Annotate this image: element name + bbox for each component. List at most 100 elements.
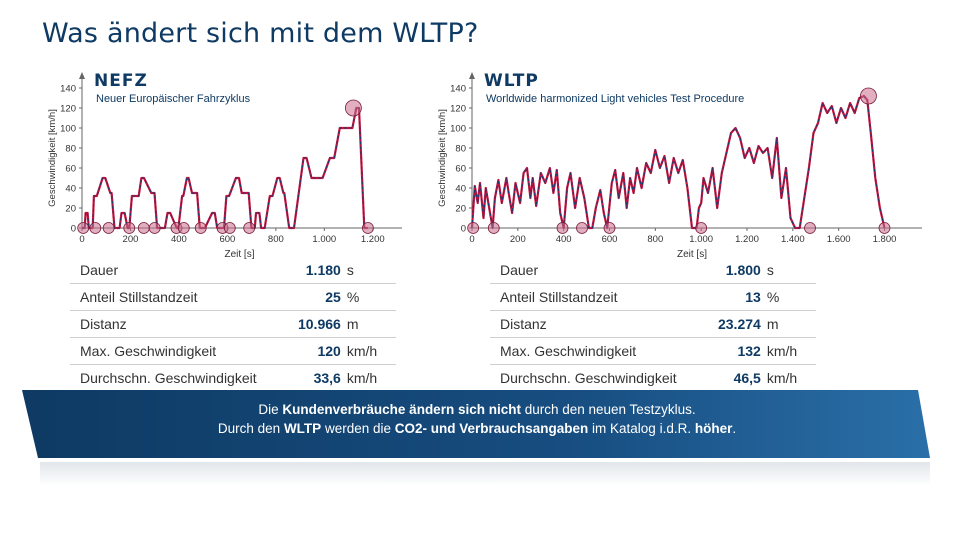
stat-value: 23.274 xyxy=(686,310,767,338)
stat-unit: m xyxy=(346,310,396,338)
x-tick-label: 1.800 xyxy=(873,234,897,245)
y-tick-label: 80 xyxy=(65,144,76,155)
x-tick-label: 0 xyxy=(79,234,84,245)
stat-unit: s xyxy=(766,257,816,284)
stop-marker xyxy=(804,222,816,234)
stop-marker xyxy=(695,222,708,234)
stat-label: Max. Geschwindigkeit xyxy=(70,337,267,365)
stat-label: Durchschn. Geschwindigkeit xyxy=(80,370,257,386)
stat-label: Dauer xyxy=(490,257,687,284)
stats-row: Durchschn. Geschwindigkeit 33,6 km/h xyxy=(70,365,396,392)
stat-value: 10.966 xyxy=(266,310,347,338)
max-speed-marker xyxy=(344,99,362,117)
stop-marker xyxy=(77,222,90,234)
y-tick-label: 120 xyxy=(450,104,466,115)
y-axis-arrow xyxy=(79,72,85,79)
stat-value: 25 xyxy=(266,283,347,311)
stat-unit: km/h xyxy=(346,337,396,365)
y-tick-label: 100 xyxy=(60,124,76,135)
stat-unit: % xyxy=(766,283,816,311)
y-axis-label: Geschwindigkeit [km/h] xyxy=(437,109,448,207)
y-tick-label: 80 xyxy=(455,144,466,155)
stop-marker xyxy=(148,222,161,234)
stat-unit: % xyxy=(346,283,396,311)
chart-title: NEFZ xyxy=(94,71,148,91)
stop-marker xyxy=(123,222,136,234)
stats-row: Max. Geschwindigkeit 132 km/h xyxy=(490,337,816,365)
stop-marker xyxy=(362,222,374,234)
x-tick-label: 0 xyxy=(469,234,474,245)
x-tick-label: 400 xyxy=(556,234,572,245)
stats-row: Distanz 23.274 m xyxy=(490,310,816,338)
stop-marker xyxy=(878,222,891,234)
stat-value: 46,5 xyxy=(733,370,761,386)
banner-line-1: Die Kundenverbräuche ändern sich nicht d… xyxy=(22,400,932,419)
x-tick-label: 1.600 xyxy=(827,234,851,245)
stat-unit: s xyxy=(346,257,396,284)
banner-shadow xyxy=(40,462,930,486)
y-axis-label: Geschwindigkeit [km/h] xyxy=(47,109,58,207)
y-axis-arrow xyxy=(469,72,475,79)
stats-row: Durchschn. Geschwindigkeit 46,5 km/h xyxy=(490,365,816,392)
stop-marker xyxy=(576,222,588,234)
stat-label: Anteil Stillstandzeit xyxy=(490,283,687,311)
stop-marker xyxy=(223,222,236,234)
stat-label: Distanz xyxy=(70,310,267,338)
speed-line-dash xyxy=(471,95,886,229)
stop-marker xyxy=(487,222,500,234)
stat-label: Anteil Stillstandzeit xyxy=(70,283,267,311)
x-tick-label: 600 xyxy=(602,234,618,245)
x-axis-label: Zeit [s] xyxy=(224,249,254,260)
x-tick-label: 1.200 xyxy=(735,234,759,245)
stop-marker xyxy=(137,222,150,234)
y-tick-label: 40 xyxy=(455,184,466,195)
banner-background xyxy=(22,390,930,458)
y-tick-label: 140 xyxy=(450,84,466,95)
stat-label: Durchschn. Geschwindigkeit xyxy=(500,370,677,386)
chart-subtitle: Worldwide harmonized Light vehicles Test… xyxy=(486,93,744,105)
x-tick-label: 200 xyxy=(510,234,526,245)
y-tick-label: 100 xyxy=(450,124,466,135)
x-tick-label: 1.000 xyxy=(312,234,336,245)
speed-line xyxy=(82,106,368,230)
stop-marker xyxy=(467,222,480,234)
banner-segment: Durch den xyxy=(217,421,284,436)
stop-marker xyxy=(177,222,190,234)
stats-row: Dauer 1.800 s xyxy=(490,257,816,284)
x-tick-label: 1.400 xyxy=(781,234,805,245)
stat-value: 33,6 xyxy=(313,370,341,386)
y-tick-label: 0 xyxy=(71,224,76,235)
x-tick-label: 600 xyxy=(219,234,235,245)
y-tick-label: 60 xyxy=(455,164,466,175)
stat-label: Max. Geschwindigkeit xyxy=(490,337,687,365)
stat-unit: km/h xyxy=(766,337,816,365)
stat-value: 1.180 xyxy=(266,257,347,284)
x-axis-label: Zeit [s] xyxy=(677,249,707,260)
stat-unit: km/h xyxy=(346,370,378,386)
stat-label: Distanz xyxy=(490,310,687,338)
y-tick-label: 20 xyxy=(455,204,466,215)
y-tick-label: 60 xyxy=(65,164,76,175)
max-speed-marker xyxy=(860,87,877,105)
stop-marker xyxy=(556,222,569,234)
stat-value: 1.800 xyxy=(686,257,767,284)
banner-segment: CO2- und Verbrauchsangaben xyxy=(394,421,589,436)
stat-unit: km/h xyxy=(766,370,798,386)
stop-marker xyxy=(194,222,207,234)
banner-segment: durch den neuen Testzyklus. xyxy=(520,402,696,417)
stop-marker xyxy=(89,222,102,234)
summary-banner: Die Kundenverbräuche ändern sich nicht d… xyxy=(22,390,932,460)
y-tick-label: 40 xyxy=(65,184,76,195)
chart-title: WLTP xyxy=(484,71,539,91)
stop-marker xyxy=(243,222,256,234)
banner-text: Die Kundenverbräuche ändern sich nicht d… xyxy=(22,400,932,438)
x-tick-label: 1.000 xyxy=(689,234,713,245)
wltp-chart: 0 20 40 60 80 100 120 140 0 200 400 600 800 1.000 1.20… xyxy=(437,71,922,260)
nefz-chart: 0 20 40 60 80 100 120 140 0 200 400 600 800 1.000 1.20… xyxy=(47,71,402,260)
stop-marker xyxy=(603,222,616,234)
banner-segment: im Katalog i.d.R. xyxy=(588,421,695,436)
stat-label: Dauer xyxy=(70,257,267,284)
banner-segment: Kundenverbräuche ändern sich nicht xyxy=(282,402,521,417)
stop-marker xyxy=(102,222,115,234)
y-tick-label: 20 xyxy=(65,204,76,215)
